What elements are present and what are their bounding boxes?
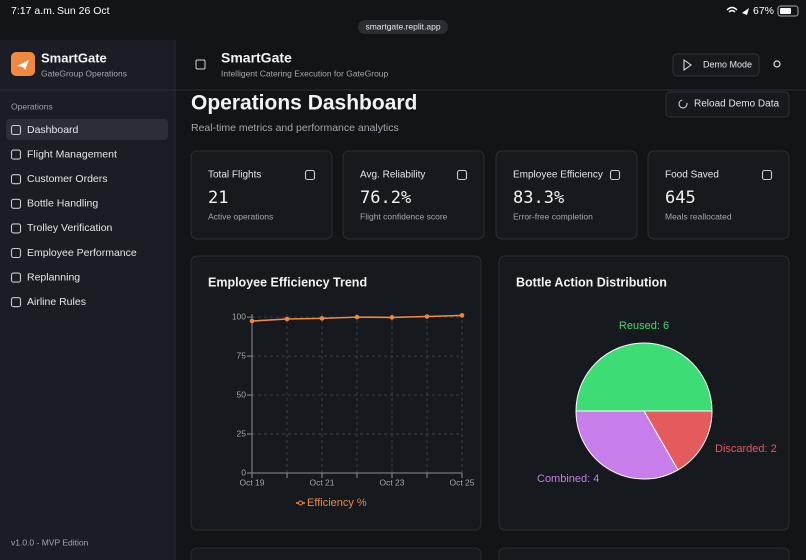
brand-title: SmartGate: [41, 50, 107, 65]
nav-item[interactable]: Flight Management: [27, 148, 117, 160]
nav-item[interactable]: Airline Rules: [27, 296, 86, 308]
reload-button[interactable]: [665, 91, 790, 118]
x-tick-label: Oct 19: [239, 477, 264, 487]
nav-item[interactable]: Employee Performance: [27, 247, 137, 259]
y-tick-label: 50: [237, 389, 247, 399]
page-subtitle: Real-time metrics and performance analyt…: [191, 122, 399, 134]
legend-label: Efficiency %: [307, 497, 367, 509]
page-title: Operations Dashboard: [191, 92, 417, 115]
wifi-icon: [726, 6, 738, 13]
status-time: 7:17 a.m.: [11, 5, 55, 17]
location-icon: [742, 8, 749, 15]
stat-card: [495, 150, 638, 240]
chart-title: Employee Efficiency Trend: [208, 275, 367, 289]
stat-icon: [456, 169, 468, 181]
line-point: [319, 316, 325, 321]
x-tick-label: Oct 21: [309, 477, 334, 487]
brand-subtitle: GateGroup Operations: [41, 68, 127, 78]
x-tick-label: Oct 25: [449, 477, 474, 487]
battery-level: [780, 8, 791, 14]
line-point: [354, 314, 360, 320]
line-point: [389, 315, 395, 320]
stat-note: Error-free completion: [513, 211, 593, 221]
nav-section: Operations: [11, 101, 53, 111]
stat-value: 21: [208, 188, 228, 208]
stat-value: 645: [665, 188, 696, 208]
pie-label: Discarded: 2: [715, 443, 777, 455]
stat-icon: [761, 169, 773, 181]
nav-icon: [10, 198, 22, 209]
y-tick-label: 75: [237, 350, 247, 360]
card-partial: [498, 547, 790, 560]
url-pill: [358, 20, 448, 34]
status-date: Sun 26 Oct: [57, 5, 110, 17]
line-point: [249, 318, 255, 324]
nav-item[interactable]: Customer Orders: [27, 173, 108, 185]
nav-icon: [10, 223, 22, 234]
nav-item[interactable]: Replanning: [27, 271, 80, 283]
stat-value: 83.3%: [513, 188, 564, 208]
line-point: [424, 314, 430, 319]
chart-card: [190, 255, 482, 531]
stat-card: [342, 150, 485, 240]
version: v1.0.0 - MVP Edition: [11, 537, 89, 547]
line-point: [459, 313, 465, 318]
demo-button[interactable]: [672, 53, 760, 77]
legend-marker: [298, 500, 303, 506]
brand-logo-glyph: [17, 60, 29, 70]
y-tick-label: 25: [237, 428, 247, 438]
stat-value: 76.2%: [360, 188, 411, 208]
reload-button-label: Reload Demo Data: [694, 99, 779, 110]
stat-icon: [304, 169, 316, 181]
stat-label: Employee Efficiency: [513, 170, 603, 181]
header-title: SmartGate: [221, 50, 292, 66]
pie-label: Combined: 4: [537, 473, 599, 485]
y-tick-label: 100: [232, 311, 246, 321]
battery-text: 67%: [753, 5, 774, 17]
nav-item[interactable]: Bottle Handling: [27, 198, 98, 210]
y-tick-label: 0: [241, 467, 246, 477]
reload-icon: [678, 99, 688, 109]
chart-title: Bottle Action Distribution: [516, 275, 667, 289]
nav-icon: [10, 272, 22, 283]
pie-label: Reused: 6: [619, 320, 669, 332]
nav-icon: [10, 174, 22, 185]
stat-icon: [609, 169, 621, 181]
nav-item[interactable]: Dashboard: [27, 124, 79, 136]
battery-icon: [777, 5, 799, 17]
stat-label: Avg. Reliability: [360, 170, 425, 181]
demo-button-label: Demo Mode: [703, 59, 752, 69]
stat-label: Total Flights: [208, 170, 261, 181]
header-subtitle: Intelligent Catering Execution for GateG…: [221, 68, 389, 78]
stat-card: [190, 150, 333, 240]
play-icon: [683, 59, 692, 71]
line-point: [284, 316, 290, 322]
nav-icon: [10, 297, 22, 308]
nav-icon: [10, 124, 22, 136]
stat-note: Meals reallocated: [665, 211, 732, 221]
stat-note: Active operations: [208, 211, 273, 221]
pie-slice: [575, 410, 679, 480]
theme-toggle[interactable]: [773, 60, 781, 68]
nav-icon: [10, 247, 22, 259]
nav-icon: [10, 149, 22, 160]
stat-card: [647, 150, 790, 240]
x-tick-label: Oct 23: [379, 477, 404, 487]
card-partial: [190, 547, 482, 560]
nav-active-bg: [6, 119, 168, 140]
nav-item[interactable]: Trolley Verification: [27, 222, 113, 234]
stat-note: Flight confidence score: [360, 211, 448, 221]
pie-slice: [575, 342, 713, 412]
url: smartgate.replit.app: [365, 21, 440, 31]
sidebar-toggle[interactable]: [195, 59, 206, 70]
pie-slice: [643, 410, 713, 471]
stat-label: Food Saved: [665, 170, 719, 181]
